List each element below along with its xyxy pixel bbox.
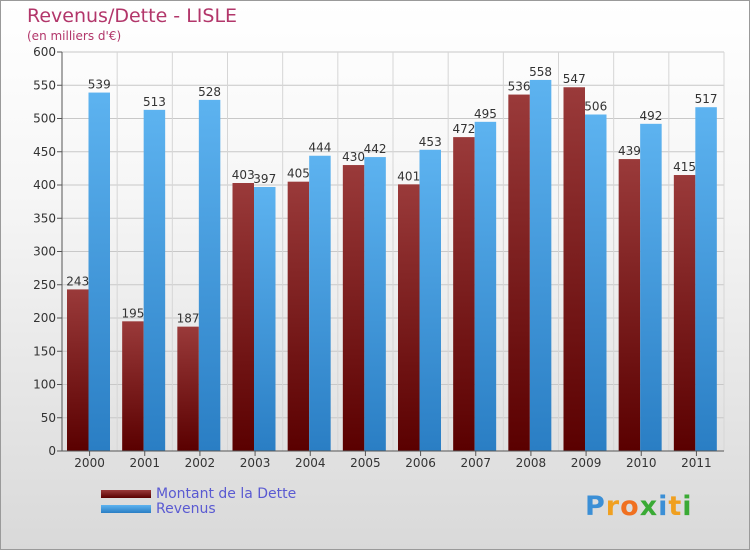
bar-dette (342, 165, 365, 452)
data-label-dette: 187 (177, 312, 200, 326)
x-tick-label: 2002 (185, 456, 216, 470)
bar-dette (673, 175, 696, 451)
data-label-dette: 415 (673, 160, 696, 174)
bar-revenus (695, 107, 717, 451)
x-tick-label: 2009 (571, 456, 602, 470)
bar-revenus (309, 155, 331, 452)
x-tick-label: 2010 (626, 456, 657, 470)
logo-letter: o (620, 491, 640, 522)
bar-dette (287, 181, 310, 452)
x-tick-label: 2005 (350, 456, 381, 470)
y-tick-label: 300 (33, 245, 56, 259)
y-tick-label: 500 (33, 112, 56, 126)
chart-title: Revenus/Dette - LISLE (27, 5, 238, 27)
logo-letter: x (639, 491, 659, 522)
bar-revenus (529, 79, 552, 452)
bar-revenus (88, 92, 110, 451)
data-label-dette: 547 (563, 72, 586, 86)
legend-label-revenus: Revenus (156, 501, 216, 517)
data-label-dette: 401 (397, 169, 420, 183)
data-label-revenus: 492 (639, 109, 662, 123)
x-tick-label: 2007 (460, 456, 491, 470)
data-label-revenus: 495 (474, 107, 497, 121)
x-tick-label: 2004 (295, 456, 326, 470)
data-label-revenus: 558 (529, 65, 552, 79)
data-label-dette: 403 (232, 168, 255, 182)
bar-dette (618, 159, 641, 451)
bar-dette (122, 321, 144, 451)
data-label-dette: 472 (452, 122, 475, 136)
legend-label-dette: Montant de la Dette (156, 486, 297, 502)
bar-revenus (364, 157, 386, 451)
data-label-revenus: 539 (88, 78, 111, 92)
legend-swatch-dette (101, 490, 151, 498)
data-label-revenus: 444 (308, 141, 331, 155)
bar-revenus (419, 149, 441, 451)
y-tick-label: 50 (41, 411, 56, 425)
y-tick-label: 450 (33, 145, 56, 159)
y-tick-label: 0 (48, 444, 56, 458)
data-label-dette: 430 (342, 150, 365, 164)
data-label-revenus: 528 (198, 85, 221, 99)
logo-letter: r (605, 491, 621, 522)
bar-dette (398, 184, 420, 451)
bar-dette (453, 137, 475, 451)
data-label-dette: 536 (508, 80, 531, 94)
data-label-dette: 439 (618, 144, 641, 158)
data-label-revenus: 506 (584, 100, 607, 114)
logo-letter: i (682, 491, 693, 522)
x-tick-label: 2006 (405, 456, 436, 470)
bar-revenus (254, 186, 276, 451)
y-tick-label: 550 (33, 78, 56, 92)
bar-revenus (474, 121, 497, 451)
data-label-revenus: 397 (253, 172, 276, 186)
bar-dette (67, 289, 89, 451)
x-tick-label: 2000 (74, 456, 105, 470)
x-tick-label: 2011 (681, 456, 712, 470)
bar-dette (177, 326, 199, 451)
bar-revenus (143, 109, 166, 451)
logo-letter: i (658, 491, 669, 522)
data-label-revenus: 513 (143, 95, 166, 109)
y-tick-label: 100 (33, 378, 56, 392)
data-label-dette: 195 (121, 306, 144, 320)
data-label-dette: 243 (66, 274, 89, 288)
x-tick-label: 2001 (129, 456, 160, 470)
bar-dette (232, 183, 254, 451)
proxiti-logo: Proxiti (585, 491, 693, 522)
y-tick-label: 600 (33, 45, 56, 59)
y-tick-label: 400 (33, 178, 56, 192)
data-label-dette: 405 (287, 167, 310, 181)
legend-swatch-revenus (101, 505, 151, 513)
data-label-revenus: 517 (695, 92, 718, 106)
x-tick-label: 2008 (516, 456, 547, 470)
chart-subtitle: (en milliers d'€) (27, 29, 122, 43)
bar-dette (508, 94, 530, 451)
bar-revenus (640, 123, 662, 451)
y-tick-label: 150 (33, 344, 56, 358)
bar-revenus (585, 114, 607, 451)
y-tick-label: 350 (33, 211, 56, 225)
x-tick-label: 2003 (240, 456, 271, 470)
logo-letter: t (668, 491, 683, 522)
data-label-revenus: 453 (419, 135, 442, 149)
y-tick-label: 200 (33, 311, 56, 325)
logo-letter: P (585, 491, 606, 522)
y-tick-label: 250 (33, 278, 56, 292)
bar-revenus (198, 99, 221, 451)
bar-dette (563, 87, 585, 452)
data-label-revenus: 442 (364, 142, 387, 156)
